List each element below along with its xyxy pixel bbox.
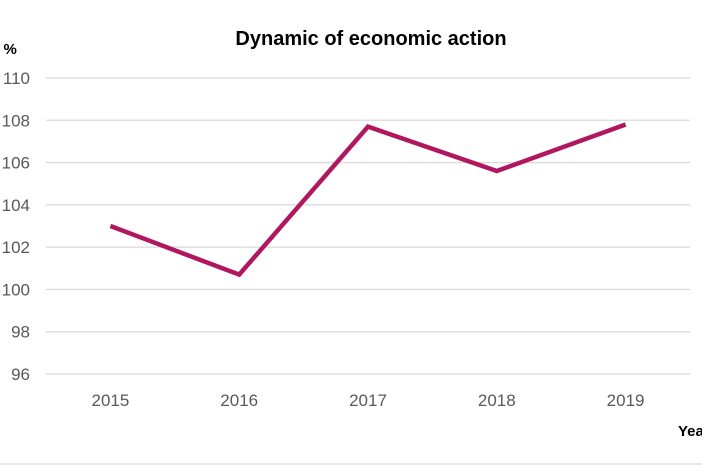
y-tick-label: 106: [2, 154, 30, 173]
y-tick-label: 110: [3, 69, 30, 88]
y-tick-label: 104: [2, 196, 30, 215]
series-line: [109, 122, 627, 278]
x-tick-label: 2019: [607, 391, 645, 410]
x-tick-label: 2018: [478, 391, 516, 410]
y-tick-label: 100: [2, 280, 30, 299]
chart-title: Dynamic of economic action: [235, 28, 506, 50]
x-tick-label: 2017: [349, 391, 387, 410]
gridlines: [46, 77, 690, 375]
x-tick-label: 2015: [91, 391, 129, 410]
y-tick-label: 102: [2, 238, 30, 257]
x-axis-label: Years: [678, 423, 702, 440]
y-tick-label: 98: [11, 323, 30, 342]
series-layer: [109, 122, 627, 278]
y-tick-label: 108: [2, 111, 30, 130]
y-tick-labels: 96 98 100 102 104 106 108 110: [2, 69, 30, 384]
y-tick-label: 96: [11, 365, 30, 384]
x-tick-labels: 2015 2016 2017 2018 2019: [91, 391, 644, 410]
y-axis-label: in %: [0, 41, 17, 58]
x-tick-label: 2016: [220, 391, 258, 410]
